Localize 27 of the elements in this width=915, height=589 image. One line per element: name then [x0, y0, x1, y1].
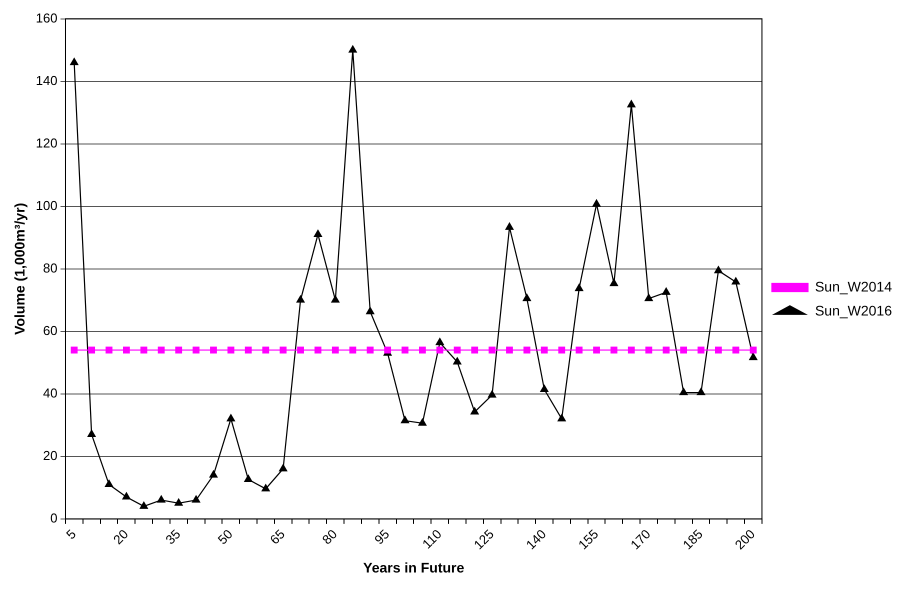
y-tick-label: 120 [36, 135, 58, 150]
x-axis-title: Years in Future [363, 559, 464, 576]
x-tick-label: 35 [162, 526, 184, 548]
x-tick-label: 65 [266, 526, 288, 548]
x-tick-label: 20 [110, 526, 132, 548]
x-tick-label: 200 [732, 526, 758, 552]
y-tick-label: 20 [43, 448, 58, 463]
x-tick-label: 155 [575, 526, 602, 552]
x-tick-label: 125 [470, 526, 497, 552]
y-tick-label: 100 [36, 198, 58, 213]
x-tick-label: 140 [523, 526, 549, 552]
x-tick-label: 50 [214, 526, 236, 548]
y-tick-label: 140 [36, 72, 58, 88]
y-tick-label: 60 [43, 322, 58, 338]
x-tick-label: 110 [419, 526, 444, 552]
y-tick-label: 160 [36, 10, 58, 26]
x-tick-label: 95 [371, 526, 392, 548]
y-tick-label: 0 [50, 510, 58, 526]
legend-label: Sun_W2014 [814, 278, 892, 294]
y-tick-label: 40 [43, 385, 58, 400]
legend-label: Sun_W2016 [814, 302, 892, 318]
x-tick-label: 80 [319, 526, 340, 548]
x-tick-label: 5 [63, 526, 79, 542]
x-tick-label: 185 [680, 526, 706, 552]
y-tick-label: 80 [43, 260, 58, 276]
x-tick-label: 170 [627, 526, 654, 552]
y-axis-title: Volume (1,000m³/yr) [11, 202, 28, 335]
